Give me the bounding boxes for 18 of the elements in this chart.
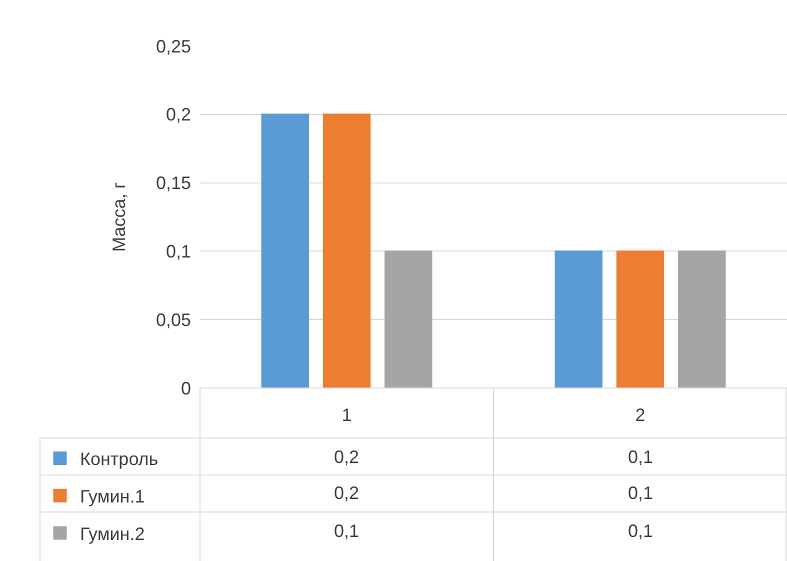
y-tick-label: 0,1 — [166, 242, 191, 262]
y-tick-label: 0,2 — [166, 104, 191, 125]
legend-label: Гумин.2 — [80, 524, 145, 544]
y-tick-label: 0,15 — [156, 173, 191, 194]
data-label: 0,1 — [628, 483, 654, 503]
legend-label: Гумин.1 — [80, 486, 145, 507]
data-label: 0,2 — [334, 447, 360, 467]
y-tick-label: 0,05 — [156, 310, 191, 330]
y-tick-label: 0,25 — [156, 36, 191, 56]
data-label: 0,1 — [628, 521, 654, 541]
x-tick-label: 2 — [635, 405, 646, 425]
y-tick-label: 0 — [180, 378, 191, 398]
y-axis-title: Масса, г — [109, 182, 130, 252]
data-label: 0,1 — [628, 447, 654, 467]
data-label: 0,1 — [334, 521, 360, 541]
x-tick-label: 1 — [342, 405, 352, 425]
data-label: 0,2 — [334, 483, 360, 503]
legend-label: Контроль — [80, 449, 158, 470]
